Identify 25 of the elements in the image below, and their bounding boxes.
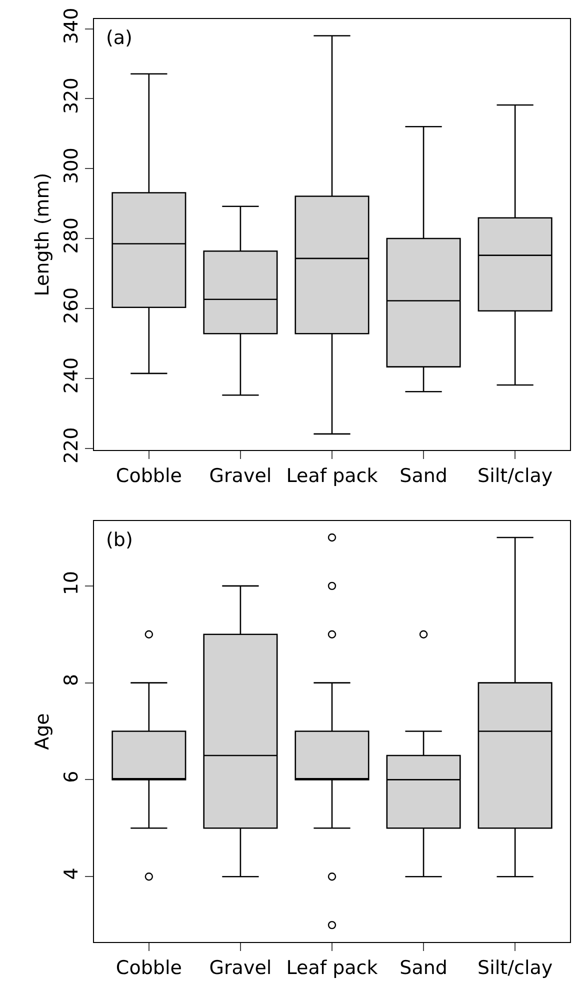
- y-tick-label: 280: [60, 218, 82, 254]
- y-tick-label: 220: [60, 427, 82, 464]
- x-tick-label: Gravel: [209, 956, 272, 979]
- y-tick-label: 300: [60, 148, 82, 184]
- x-tick-label: Gravel: [209, 464, 272, 487]
- text: (b): [106, 529, 133, 551]
- x-tick-label: Cobble: [116, 956, 182, 979]
- y-tick-label: 10: [60, 570, 82, 596]
- y-tick-label: 320: [60, 78, 82, 114]
- y-tick-label: 260: [60, 287, 82, 324]
- x-tick-label: Cobble: [116, 464, 182, 487]
- y-tick-label: 4: [60, 868, 82, 880]
- x-tick-label: Silt/clay: [478, 956, 553, 979]
- chart-title: (a): [106, 27, 132, 49]
- x-tick-label: Sand: [400, 956, 448, 979]
- x-tick-label: Leaf pack: [286, 956, 378, 979]
- y-axis-title: Length (mm): [31, 172, 54, 296]
- y-tick-label: 8: [60, 674, 82, 686]
- x-tick-label: Silt/clay: [478, 464, 553, 487]
- x-tick-label: Sand: [400, 464, 448, 487]
- y-tick-label: 6: [60, 770, 82, 783]
- y-tick-label: 240: [60, 357, 82, 394]
- y-axis-title: Age: [31, 713, 54, 750]
- x-tick-label: Leaf pack: [286, 464, 378, 487]
- y-tick-label: 340: [60, 8, 82, 44]
